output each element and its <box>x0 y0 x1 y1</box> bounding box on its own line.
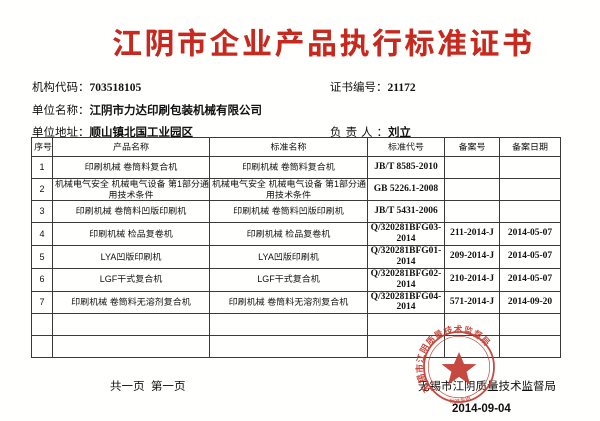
svg-text:无锡市江阴质量技术监督局: 无锡市江阴质量技术监督局 <box>415 324 492 394</box>
